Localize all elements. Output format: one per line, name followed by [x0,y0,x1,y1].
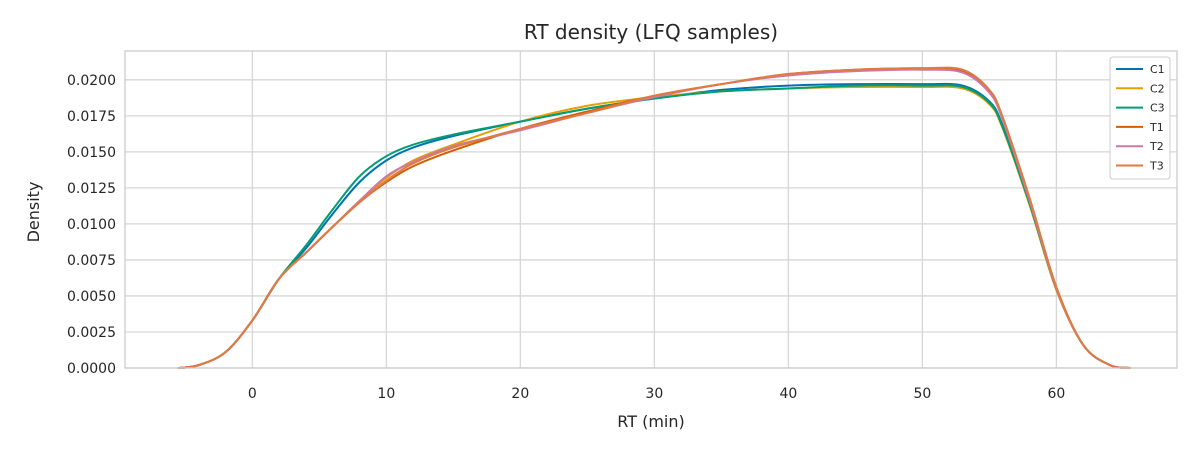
y-tick-label: 0.0000 [67,361,116,377]
x-tick-label: 30 [645,386,663,402]
x-tick-label: 20 [511,386,529,402]
legend-label-c2: C2 [1150,82,1165,95]
legend-label-t3: T3 [1149,160,1164,173]
x-tick-label: 40 [779,386,797,402]
x-tick-label: 60 [1047,386,1065,402]
legend-label-t1: T1 [1149,121,1164,134]
x-tick-label: 10 [377,386,395,402]
y-tick-label: 0.0100 [67,217,116,233]
x-tick-label: 50 [913,386,931,402]
legend: C1 C2 C3 T1 T2 T3 [1109,56,1171,180]
y-tick-labels: 0.0000 0.0025 0.0050 0.0075 0.0100 0.0125 0.01… [67,73,116,377]
y-tick-label: 0.0075 [67,253,116,269]
series-line-t3 [177,66,1132,369]
plot-frame [124,50,1178,369]
y-tick-label: 0.0050 [67,289,116,305]
y-tick-label: 0.0175 [67,109,116,125]
x-axis-label: RT (min) [617,412,684,431]
x-tick-label: 0 [248,386,257,402]
series-layer [177,66,1132,369]
legend-label-c1: C1 [1150,63,1165,76]
y-tick-label: 0.0125 [67,181,116,197]
y-tick-label: 0.0200 [67,73,116,89]
legend-label-c3: C3 [1150,102,1165,115]
grid-layer [125,51,1177,369]
chart-title: RT density (LFQ samples) [524,20,778,44]
legend-items: C1 C2 C3 T1 T2 T3 [1116,63,1165,173]
y-axis-label: Density [24,182,43,243]
legend-label-t2: T2 [1149,140,1164,153]
y-tick-label: 0.0025 [67,325,116,341]
x-tick-labels: 0 10 20 30 40 50 60 [248,386,1065,402]
y-tick-label: 0.0150 [67,145,116,161]
